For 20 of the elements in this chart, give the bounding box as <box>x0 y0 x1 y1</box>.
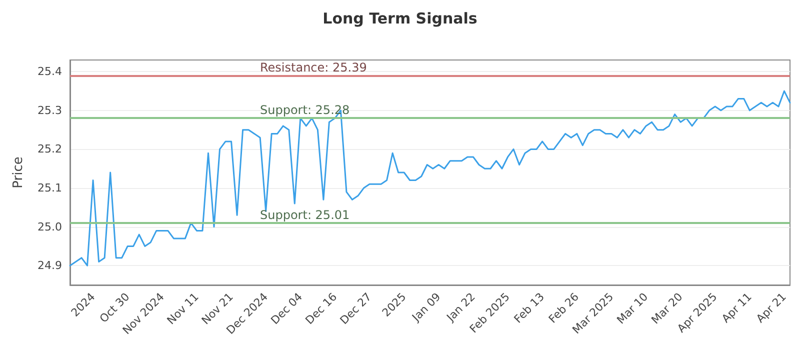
y-tick-label: 25.3 <box>38 104 62 117</box>
x-tick-label: Mar 10 <box>614 290 651 327</box>
y-tick-label: 25.2 <box>38 142 62 156</box>
line-series <box>69 90 791 266</box>
y-tick-label: 25.1 <box>38 182 62 195</box>
y-tick-label: 25.0 <box>38 220 62 234</box>
chart-title: Long Term Signals <box>322 10 478 28</box>
x-tick-label: Feb 13 <box>512 290 547 326</box>
y-tick-label: 25.4 <box>38 65 62 78</box>
x-tick-label: Jan 09 <box>409 290 444 325</box>
ref-line-label: Resistance: 25.39 <box>260 60 367 75</box>
x-tick-label: Apr 11 <box>719 290 754 326</box>
y-axis-title: Price <box>11 156 26 188</box>
ref-line-label: Support: 25.28 <box>260 103 350 118</box>
x-tick-label: Dec 27 <box>338 290 374 327</box>
x-tick-label: Apr 21 <box>754 290 789 326</box>
y-tick-label: 24.9 <box>38 259 62 272</box>
x-tick-label: Dec 04 <box>268 290 305 327</box>
x-tick-label: Dec 16 <box>302 290 340 327</box>
ref-line-label: Support: 25.01 <box>260 208 350 222</box>
